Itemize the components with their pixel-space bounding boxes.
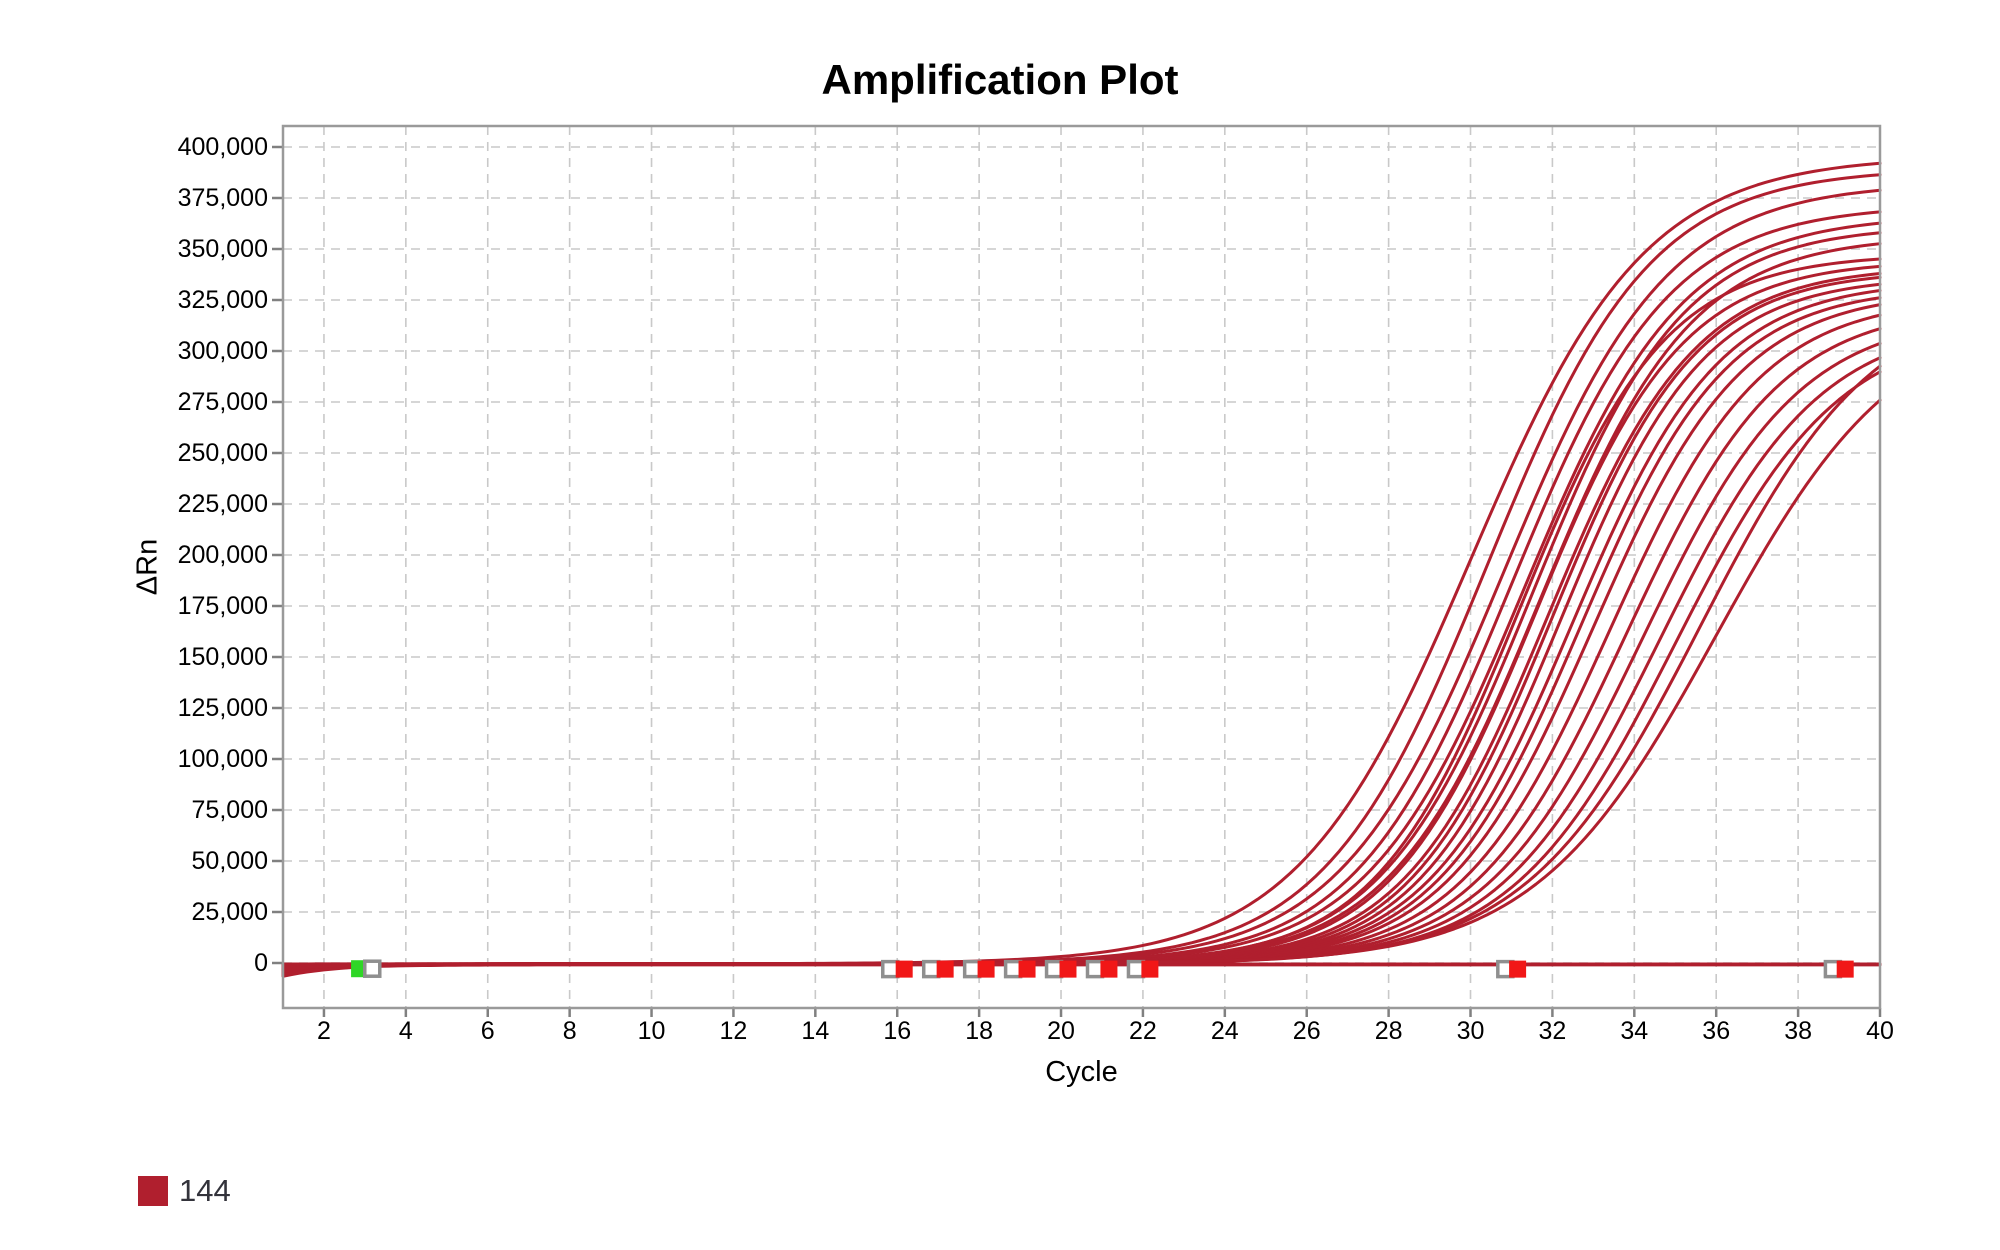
flagged-well-marker-icon [962, 959, 982, 979]
red-well-marker-icon [1059, 960, 1077, 978]
x-tick-label: 32 [1538, 1017, 1567, 1045]
flagged-well-marker-icon [921, 959, 941, 979]
x-axis-title: Cycle [1045, 1056, 1118, 1088]
red-well-marker-icon [1100, 960, 1118, 978]
y-tick-label: 50,000 [191, 847, 268, 875]
y-tick-label: 225,000 [177, 490, 268, 518]
red-well-marker-icon [1836, 960, 1854, 978]
flagged-well-marker-icon [1044, 959, 1064, 979]
x-tick-label: 22 [1129, 1017, 1157, 1045]
x-tick-label: 18 [965, 1017, 994, 1045]
flagged-well-marker-icon [1003, 959, 1023, 979]
y-tick-label: 300,000 [177, 337, 268, 365]
y-tick-label: 125,000 [177, 694, 268, 722]
y-tick-label: 400,000 [177, 133, 268, 161]
x-tick-label: 38 [1784, 1017, 1812, 1045]
legend-label: 144 [179, 1173, 231, 1208]
y-tick-label: 150,000 [177, 643, 268, 671]
y-tick-label: 25,000 [191, 898, 268, 926]
flagged-well-marker-icon [881, 959, 900, 979]
flagged-well-marker-icon [1085, 959, 1105, 979]
chart-title: Amplification Plot [821, 56, 1179, 103]
x-tick-label: 6 [480, 1017, 495, 1045]
red-well-marker-icon [936, 960, 954, 978]
legend-swatch-icon [138, 1176, 168, 1206]
y-tick-label: 275,000 [177, 388, 268, 416]
x-tick-label: 28 [1374, 1017, 1403, 1045]
y-tick-label: 175,000 [177, 592, 268, 620]
flagged-well-marker-icon [363, 959, 382, 978]
x-tick-label: 34 [1620, 1017, 1649, 1045]
plot-border [281, 124, 1882, 1010]
x-tick-label: 12 [719, 1017, 748, 1045]
red-well-marker-icon [1018, 960, 1036, 978]
x-tick-label: 36 [1702, 1017, 1731, 1045]
y-tick-label: 250,000 [177, 439, 268, 467]
y-tick-label: 0 [254, 949, 268, 977]
x-tick-label: 8 [562, 1017, 577, 1045]
axis-tick-marks [272, 145, 1882, 1017]
y-tick-label: 350,000 [177, 235, 268, 263]
red-well-marker-icon [977, 960, 995, 978]
amplification-curves [281, 161, 1882, 978]
legend: 144 [138, 1173, 231, 1209]
x-tick-label: 26 [1292, 1017, 1321, 1045]
x-tick-label: 24 [1210, 1017, 1239, 1045]
plot-area [272, 124, 1882, 1017]
red-well-marker-icon [1509, 960, 1527, 978]
well-markers [351, 959, 1854, 979]
x-tick-label: 16 [883, 1017, 912, 1045]
x-tick-label: 40 [1866, 1017, 1894, 1045]
y-tick-label: 375,000 [177, 184, 268, 212]
red-well-marker-icon [895, 960, 913, 978]
x-tick-label: 4 [398, 1017, 413, 1045]
x-tick-label: 20 [1047, 1017, 1075, 1045]
x-tick-label: 30 [1456, 1017, 1485, 1045]
red-well-marker-icon [1141, 960, 1159, 978]
y-tick-label: 200,000 [177, 541, 268, 569]
x-tick-label: 14 [801, 1017, 830, 1045]
x-tick-label: 10 [637, 1017, 666, 1045]
y-tick-label: 100,000 [177, 745, 268, 773]
flagged-well-marker-icon [1126, 959, 1146, 979]
y-tick-label: 325,000 [177, 286, 268, 314]
y-tick-label: 75,000 [191, 796, 268, 824]
x-tick-label: 2 [316, 1017, 331, 1045]
